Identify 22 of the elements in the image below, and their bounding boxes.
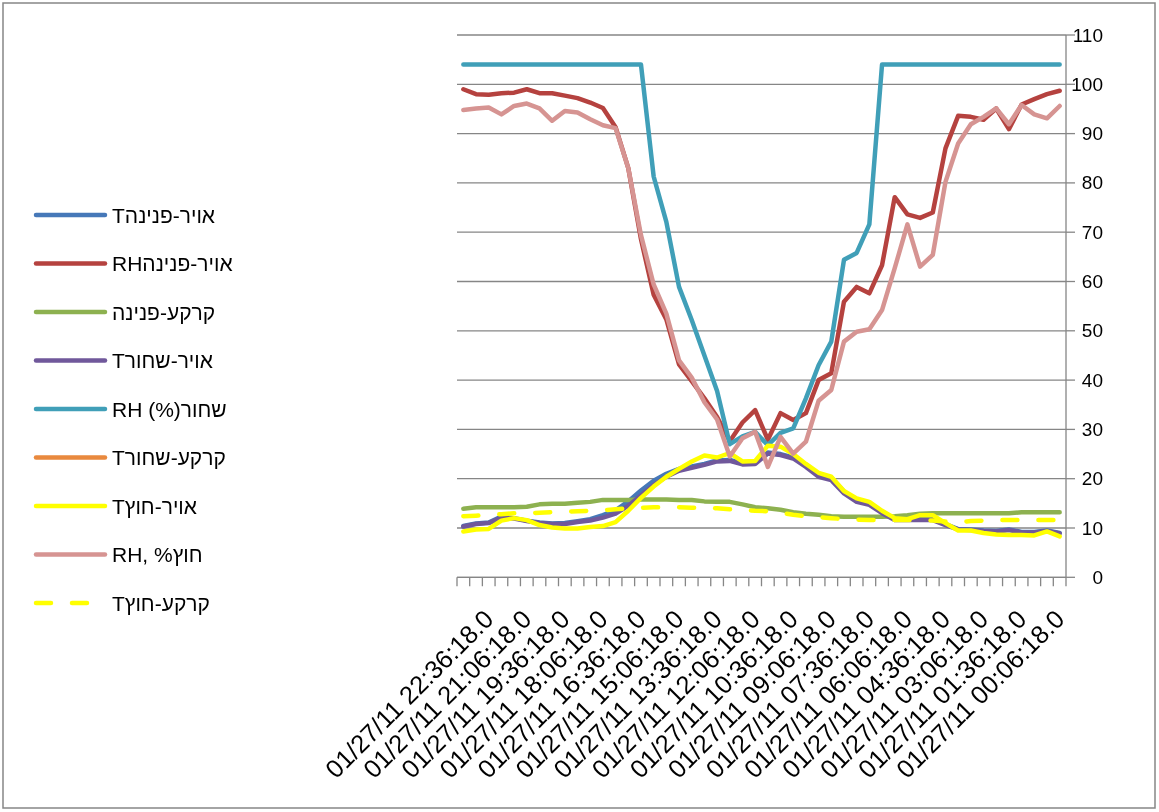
legend-label: Tקרקע-שחור [112, 446, 226, 469]
legend-label: RH, %חוץ [112, 543, 203, 566]
y-tick-label: 60 [1081, 271, 1103, 292]
legend-label: Tאויר-שחור [112, 349, 213, 372]
y-tick-label: 30 [1081, 418, 1103, 440]
line-series [461, 497, 1062, 519]
y-tick-label: 50 [1081, 320, 1103, 342]
y-tick-label: 10 [1081, 517, 1103, 539]
legend-label: Tאויר-פנינה [112, 203, 216, 227]
legend-label: RHאויר-פנינה [112, 252, 233, 275]
legend-label: RH (%)שחור [112, 397, 227, 421]
legend-label: Tקרקע-חוץ [112, 591, 210, 615]
y-tick-label: 100 [1071, 73, 1103, 95]
y-tick-label: 20 [1081, 468, 1103, 490]
y-tick-label: 0 [1092, 566, 1103, 588]
y-tick-label: 90 [1081, 123, 1103, 145]
y-tick-label: 80 [1081, 172, 1103, 194]
legend-label: Tאויר-חוץ [112, 494, 197, 518]
y-tick-label: 110 [1072, 24, 1103, 46]
y-tick-label: 40 [1081, 369, 1103, 391]
legend-label: קרקע-פנינה [112, 300, 216, 324]
y-tick-label: 70 [1081, 221, 1103, 243]
